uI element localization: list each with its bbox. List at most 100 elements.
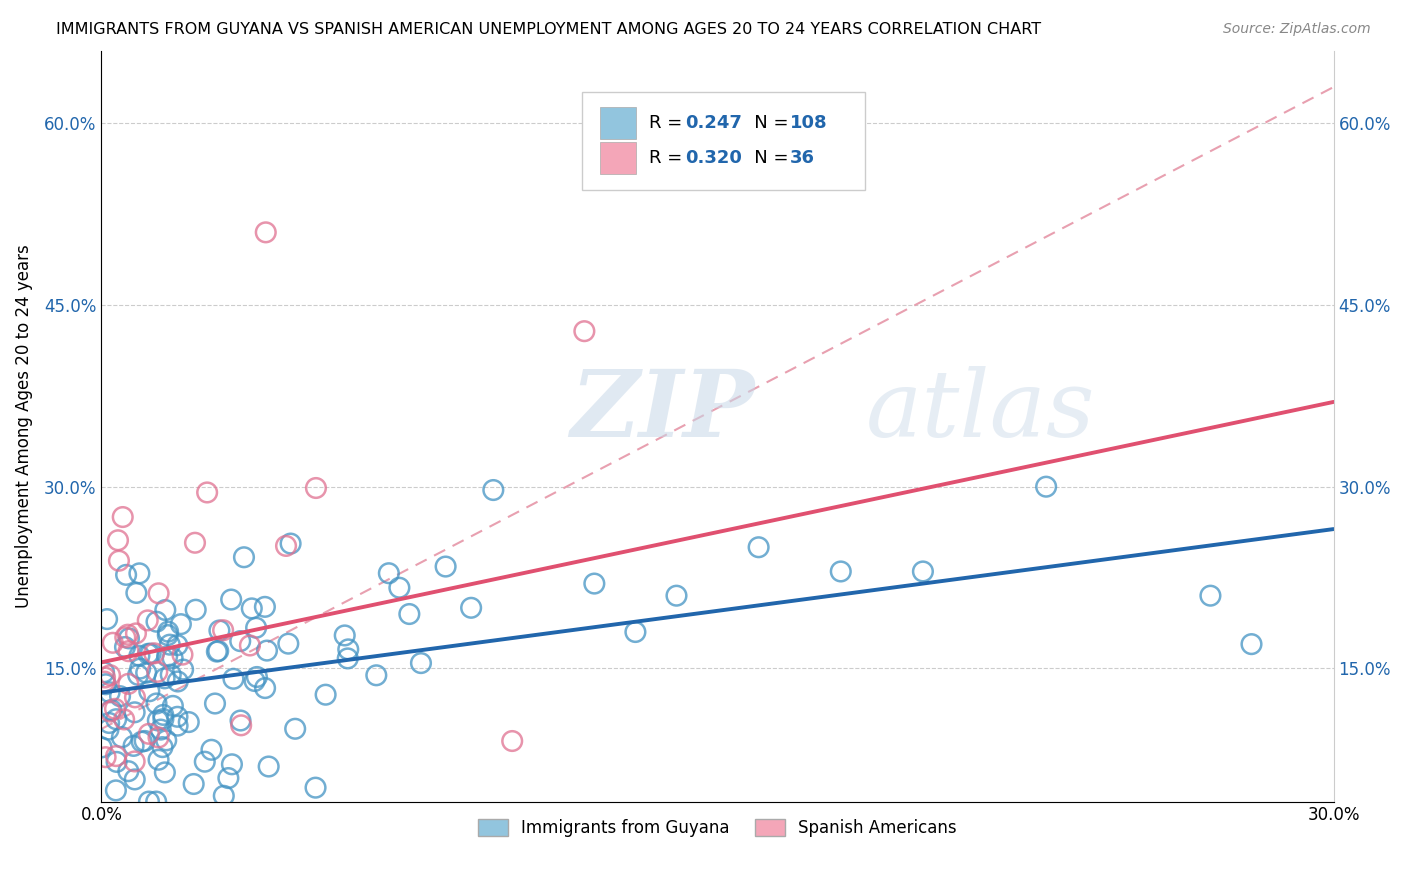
Point — [229, 634, 252, 648]
Point — [97, 723, 120, 737]
Point — [145, 795, 167, 809]
Point — [136, 613, 159, 627]
Point — [138, 795, 160, 809]
Point — [98, 668, 121, 682]
Point — [96, 612, 118, 626]
Point — [90, 740, 112, 755]
Point — [1199, 589, 1222, 603]
Point — [254, 225, 277, 239]
Point — [152, 712, 174, 726]
Point — [124, 706, 146, 720]
Point — [124, 755, 146, 769]
Point — [665, 589, 688, 603]
Point — [115, 567, 138, 582]
Point — [208, 624, 231, 638]
Point — [166, 710, 188, 724]
Text: 0.247: 0.247 — [686, 114, 742, 132]
Point — [139, 647, 162, 661]
Point — [105, 755, 128, 769]
Point — [98, 716, 121, 731]
Point — [195, 485, 218, 500]
Point — [105, 749, 128, 764]
Point — [221, 757, 243, 772]
Point — [1035, 480, 1057, 494]
Point — [830, 565, 852, 579]
Point — [205, 644, 228, 658]
Point — [93, 665, 115, 680]
Point — [114, 630, 136, 644]
Point — [305, 481, 328, 495]
Text: Source: ZipAtlas.com: Source: ZipAtlas.com — [1223, 22, 1371, 37]
Text: R =: R = — [648, 114, 688, 132]
Point — [127, 668, 149, 682]
Text: atlas: atlas — [866, 366, 1095, 456]
Point — [398, 607, 420, 621]
Point — [128, 566, 150, 581]
Point — [204, 697, 226, 711]
Point — [254, 681, 277, 695]
Point — [124, 772, 146, 787]
Point — [155, 603, 177, 617]
Point — [148, 586, 170, 600]
Y-axis label: Unemployment Among Ages 20 to 24 years: Unemployment Among Ages 20 to 24 years — [15, 244, 32, 608]
Point — [159, 638, 181, 652]
Point — [125, 586, 148, 600]
Point — [114, 640, 136, 654]
Point — [378, 566, 401, 581]
Point — [231, 718, 253, 732]
FancyBboxPatch shape — [600, 107, 637, 138]
Point — [274, 539, 297, 553]
Point — [153, 765, 176, 780]
Point — [172, 648, 194, 662]
Point — [501, 734, 523, 748]
Point — [243, 673, 266, 688]
Point — [184, 603, 207, 617]
Point — [162, 651, 184, 665]
Point — [336, 651, 359, 665]
Point — [194, 755, 217, 769]
Point — [253, 599, 276, 614]
Text: IMMIGRANTS FROM GUYANA VS SPANISH AMERICAN UNEMPLOYMENT AMONG AGES 20 TO 24 YEAR: IMMIGRANTS FROM GUYANA VS SPANISH AMERIC… — [56, 22, 1042, 37]
Point — [105, 712, 128, 726]
Point — [152, 740, 174, 755]
FancyBboxPatch shape — [600, 143, 637, 174]
Point — [177, 715, 200, 730]
Point — [143, 646, 166, 660]
Point — [107, 533, 129, 548]
Point — [148, 753, 170, 767]
Point — [434, 559, 457, 574]
Point — [166, 719, 188, 733]
Text: 0.320: 0.320 — [686, 149, 742, 167]
Point — [153, 671, 176, 685]
Point — [172, 663, 194, 677]
Point — [138, 684, 160, 698]
Point — [156, 628, 179, 642]
Point — [304, 780, 326, 795]
Point — [257, 759, 280, 773]
Point — [337, 642, 360, 657]
Point — [98, 685, 121, 699]
Point — [159, 667, 181, 681]
Point — [136, 647, 159, 661]
Point — [277, 637, 299, 651]
Point — [233, 550, 256, 565]
FancyBboxPatch shape — [582, 92, 866, 190]
Point — [145, 615, 167, 629]
Point — [129, 661, 152, 675]
Point — [219, 592, 242, 607]
Point — [217, 771, 239, 785]
Point — [162, 698, 184, 713]
Point — [94, 671, 117, 685]
Point — [112, 713, 135, 727]
Point — [145, 697, 167, 711]
Point — [170, 617, 193, 632]
Point — [146, 714, 169, 728]
Point — [156, 649, 179, 664]
Point — [207, 644, 229, 658]
Point — [138, 727, 160, 741]
Point — [94, 750, 117, 764]
Text: 108: 108 — [790, 114, 828, 132]
Point — [239, 639, 262, 653]
Legend: Immigrants from Guyana, Spanish Americans: Immigrants from Guyana, Spanish American… — [470, 811, 966, 846]
Point — [148, 731, 170, 745]
